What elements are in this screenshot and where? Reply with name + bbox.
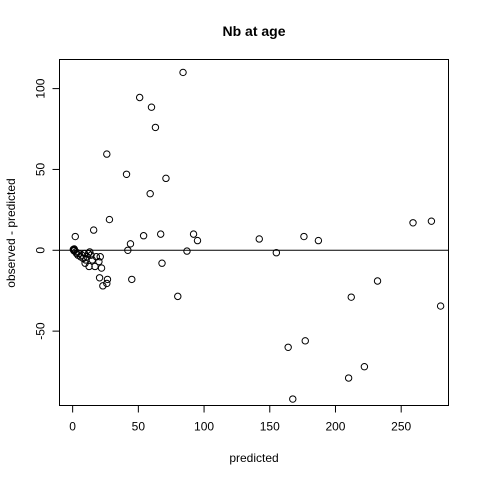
data-point <box>147 103 156 111</box>
data-point <box>86 248 94 256</box>
data-point <box>103 275 112 284</box>
data-point <box>97 264 106 272</box>
plot-frame <box>59 59 449 406</box>
x-tick-label: 100 <box>194 420 214 434</box>
data-point <box>158 259 166 267</box>
data-point <box>300 232 308 241</box>
data-point <box>71 232 79 241</box>
data-point <box>427 217 436 225</box>
data-point <box>314 236 323 245</box>
data-point <box>87 251 95 259</box>
data-point <box>174 292 182 301</box>
data-point <box>189 230 198 238</box>
data-point <box>284 343 292 351</box>
data-point <box>289 395 297 403</box>
x-axis-label: predicted <box>229 451 278 465</box>
y-axis-label: observed - predicted <box>4 178 18 287</box>
data-point <box>151 123 160 132</box>
data-point <box>360 362 369 371</box>
data-point <box>347 293 355 301</box>
data-point <box>103 279 111 288</box>
x-tick-label: 250 <box>391 420 411 434</box>
data-point <box>156 230 165 238</box>
data-point <box>122 170 131 178</box>
data-point <box>373 277 382 285</box>
data-point <box>272 249 281 257</box>
data-point <box>124 246 132 254</box>
data-point <box>409 219 417 227</box>
data-point <box>89 226 98 234</box>
data-point <box>301 337 309 345</box>
data-point <box>146 189 154 198</box>
data-points <box>69 68 445 403</box>
y-tick-label: 0 <box>34 247 48 254</box>
data-point <box>96 253 104 261</box>
data-point <box>183 247 191 255</box>
data-point <box>95 257 103 266</box>
data-point <box>103 150 111 158</box>
data-point <box>99 282 107 290</box>
data-point <box>344 374 353 382</box>
data-point <box>126 240 135 248</box>
x-tick-label: 0 <box>69 420 76 434</box>
data-point <box>139 232 148 240</box>
data-point <box>193 236 202 245</box>
x-tick-label: 150 <box>260 420 280 434</box>
data-point <box>179 68 187 77</box>
data-point <box>436 302 445 310</box>
data-point <box>105 215 114 224</box>
data-point <box>91 262 99 271</box>
x-tick-label: 50 <box>132 420 146 434</box>
y-tick-label: 50 <box>34 162 48 176</box>
data-point <box>95 274 104 282</box>
data-point <box>135 93 144 102</box>
data-point <box>162 174 170 183</box>
data-point <box>255 235 263 243</box>
x-tick-label: 200 <box>325 420 345 434</box>
y-axis: -50 0 50 100 <box>34 78 60 340</box>
y-tick-label: 100 <box>34 78 48 98</box>
x-axis: 0 50 100 150 200 250 <box>69 405 412 434</box>
data-point <box>128 275 136 284</box>
y-tick-label: -50 <box>34 322 48 340</box>
chart-title: Nb at age <box>222 23 285 39</box>
